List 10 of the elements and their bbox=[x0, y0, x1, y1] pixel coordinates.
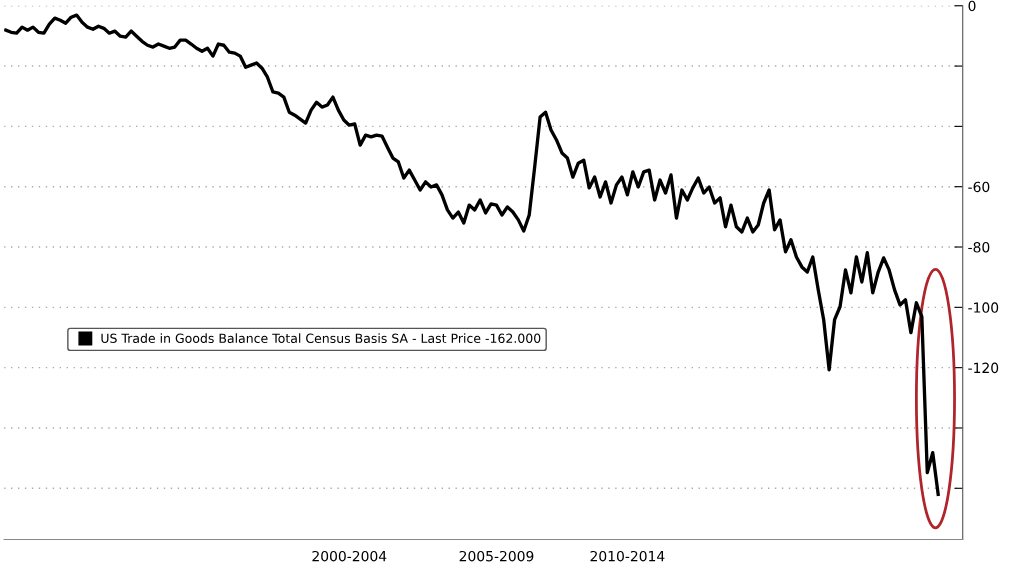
y-tick-label: 0 bbox=[968, 0, 976, 12]
x-tick-label: 2005-2009 bbox=[459, 550, 534, 562]
x-tick-label: 2010-2014 bbox=[590, 550, 665, 562]
y-tick-label: -80 bbox=[968, 241, 990, 253]
y-tick-label: -120 bbox=[968, 362, 999, 374]
line-series bbox=[4, 13, 940, 496]
legend-label: US Trade in Goods Balance Total Census Basis SA - Last Price -162.000 bbox=[101, 333, 541, 343]
y-tick-label: -60 bbox=[968, 181, 990, 193]
x-tick-label: 2000-2004 bbox=[312, 550, 387, 562]
y-tick-label: -100 bbox=[968, 302, 999, 313]
